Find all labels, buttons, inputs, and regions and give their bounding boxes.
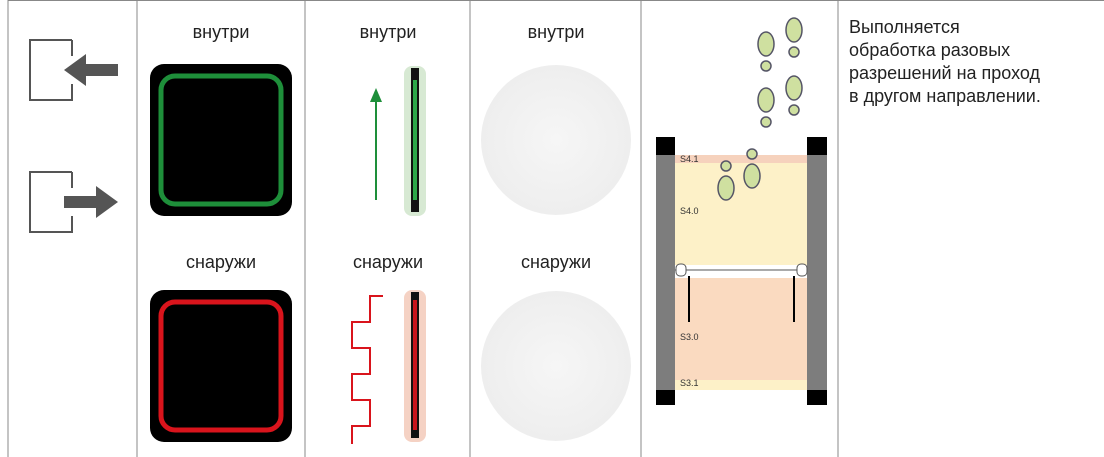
post [807,137,827,405]
passage-label: S4.1 [680,154,699,164]
signal-square [150,290,292,442]
sensor [796,263,808,277]
passage-label: S3.1 [680,378,699,388]
table-borders [7,0,1104,457]
description: Выполняется обработка разовых разрешений… [849,17,1041,106]
zone-band [675,380,807,390]
signal-square [150,64,292,216]
zone [675,155,807,265]
zigzag [351,295,383,444]
arrow-head [370,88,382,102]
footprints [717,17,803,201]
zone-band [675,155,807,163]
bottom-label: снаружи [186,252,256,272]
indicator [481,291,631,441]
top-label: внутри [360,22,417,42]
post [656,137,675,405]
signal-frame [158,73,284,207]
top-label: внутри [528,22,585,42]
top-label: внутри [193,22,250,42]
bar-light [413,80,417,200]
bottom-label: снаружи [353,252,423,272]
enter-icon [29,39,73,101]
post-cap [807,390,827,405]
enter-arrow [64,54,118,86]
post-cap [656,137,675,155]
exit-icon [29,171,73,233]
sensor [675,263,687,277]
signal-frame [158,299,284,433]
indicator [481,65,631,215]
bottom-label: снаружи [521,252,591,272]
post-cap [807,137,827,155]
post-cap [656,390,675,405]
bar-light [413,300,417,430]
passage-label: S4.0 [680,206,699,216]
exit-arrow [64,186,118,218]
passage-label: S3.0 [680,332,699,342]
zone [675,278,807,380]
